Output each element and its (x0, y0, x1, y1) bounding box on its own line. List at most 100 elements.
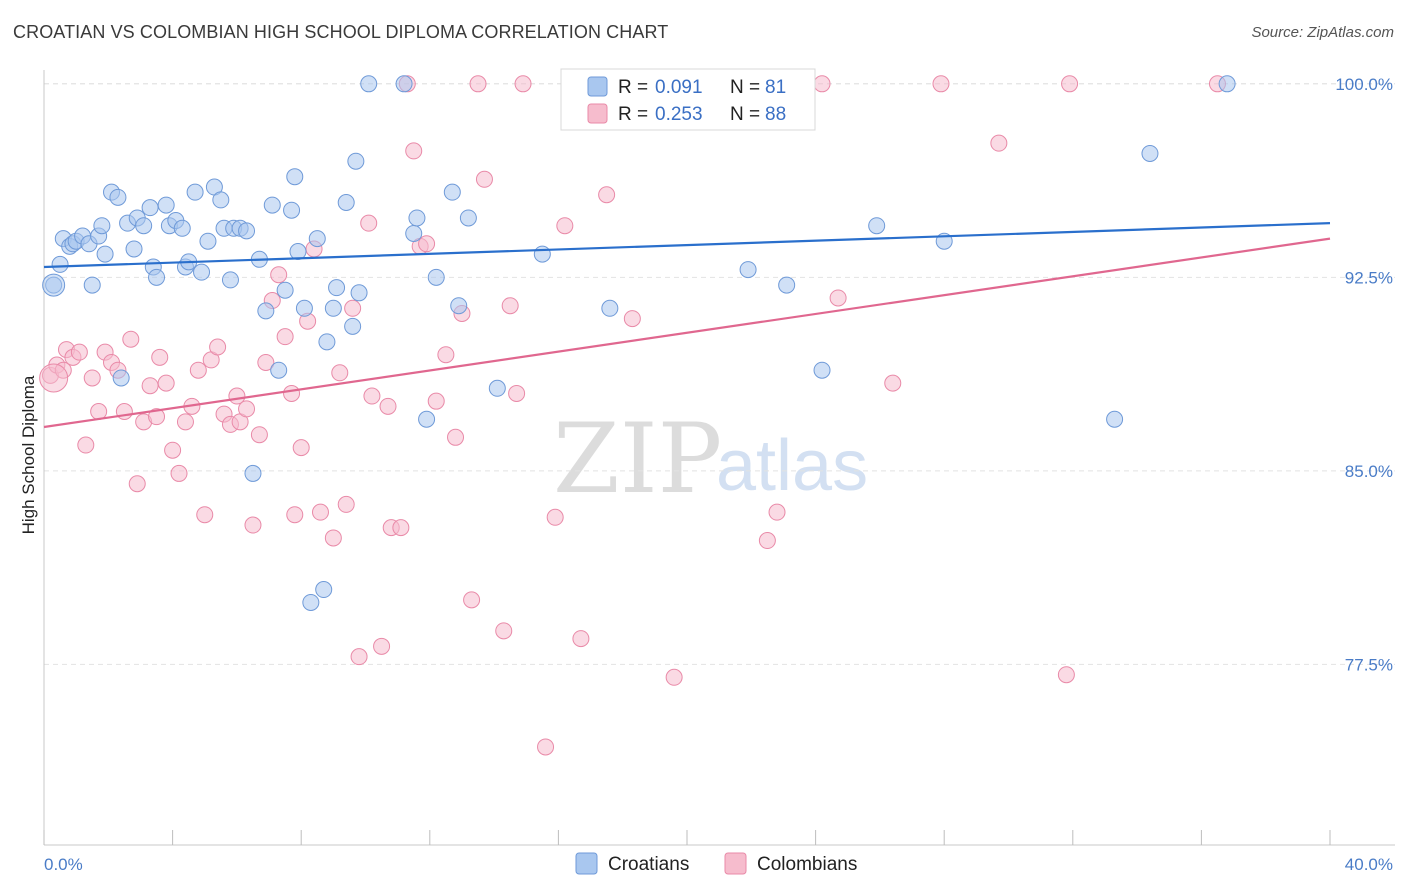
y-tick-label: 77.5% (1345, 655, 1393, 674)
point-colombians (257, 353, 275, 371)
point-croatians (488, 379, 506, 397)
point-croatians (286, 168, 304, 186)
legend-n-label-colombians: N = (730, 104, 760, 125)
point-colombians (324, 529, 342, 547)
point-croatians (93, 217, 111, 235)
point-croatians (739, 261, 757, 279)
point-croatians (141, 199, 159, 217)
point-croatians (289, 243, 307, 261)
point-croatians (295, 299, 313, 317)
point-croatians-cluster (42, 273, 66, 297)
watermark-zip: ZIP (553, 403, 722, 515)
point-colombians (83, 369, 101, 387)
point-croatians (315, 581, 333, 599)
point-croatians (328, 279, 346, 297)
point-croatians (263, 196, 281, 214)
series-colombians (39, 75, 1226, 756)
point-colombians (283, 384, 301, 402)
point-colombians (829, 289, 847, 307)
point-croatians (308, 230, 326, 248)
point-croatians (51, 255, 69, 273)
point-colombians (292, 439, 310, 457)
x-tick-label-max: 40.0% (1345, 855, 1393, 874)
point-croatians (427, 268, 445, 286)
gridlines (44, 83, 1395, 665)
point-croatians (601, 299, 619, 317)
trendline-croatians (43, 222, 1331, 269)
point-croatians (302, 593, 320, 611)
legend-r-value-croatians: 0.091 (655, 77, 703, 98)
trendline-colombians (43, 237, 1331, 429)
point-colombians (311, 503, 329, 521)
point-colombians (238, 400, 256, 418)
axes (43, 70, 1395, 846)
point-croatians (173, 219, 191, 237)
bottom-legend-swatch-croatians (575, 852, 598, 875)
point-croatians (318, 333, 336, 351)
point-colombians (508, 384, 526, 402)
point-croatians (813, 361, 831, 379)
bottom-legend: Croatians Colombians (575, 852, 857, 875)
point-croatians (350, 284, 368, 302)
legend-swatch-croatians (587, 76, 608, 97)
point-colombians (447, 428, 465, 446)
point-colombians (495, 622, 513, 640)
y-tick-labels: 77.5% 85.0% 92.5% 100.0% (1335, 75, 1393, 675)
point-colombians (469, 75, 487, 93)
point-croatians (395, 75, 413, 93)
point-croatians (459, 209, 477, 227)
point-croatians (778, 276, 796, 294)
point-colombians (437, 346, 455, 364)
point-croatians (186, 183, 204, 201)
legend: R = 0.091 N = 81 R = 0.253 N = 88 (560, 68, 816, 131)
point-colombians (598, 186, 616, 204)
point-colombians (128, 475, 146, 493)
point-croatians (533, 245, 551, 263)
point-croatians (1218, 75, 1236, 93)
legend-n-value-croatians: 81 (765, 77, 786, 98)
point-colombians (250, 426, 268, 444)
point-colombians (758, 532, 776, 550)
point-croatians (96, 245, 114, 263)
point-croatians (193, 263, 211, 281)
y-tick-label: 85.0% (1345, 462, 1393, 481)
point-croatians (450, 297, 468, 315)
point-colombians (170, 464, 188, 482)
point-colombians (572, 630, 590, 648)
point-croatians (135, 217, 153, 235)
chart-title: CROATIAN VS COLOMBIAN HIGH SCHOOL DIPLOM… (13, 22, 669, 42)
point-colombians (1061, 75, 1079, 93)
point-croatians (157, 196, 175, 214)
point-colombians (276, 328, 294, 346)
legend-r-value-colombians: 0.253 (655, 104, 703, 125)
point-colombians-cluster (39, 363, 69, 393)
point-colombians (768, 503, 786, 521)
legend-r-label-croatians: R = (618, 77, 648, 98)
point-colombians (556, 217, 574, 235)
point-colombians (373, 637, 391, 655)
point-colombians (546, 508, 564, 526)
point-colombians (331, 364, 349, 382)
point-colombians (122, 330, 140, 348)
point-colombians (141, 377, 159, 395)
point-croatians (257, 302, 275, 320)
trendlines (43, 222, 1331, 429)
point-colombians (990, 134, 1008, 152)
point-croatians (324, 299, 342, 317)
watermark-atlas: atlas (716, 426, 868, 506)
point-croatians (238, 222, 256, 240)
point-colombians (537, 738, 555, 756)
legend-n-label-croatians: N = (730, 77, 760, 98)
legend-r-label-colombians: R = (618, 104, 648, 125)
point-colombians (475, 170, 493, 188)
point-croatians (408, 209, 426, 227)
point-colombians (405, 142, 423, 160)
x-ticks (43, 830, 1331, 845)
point-colombians (337, 495, 355, 513)
point-croatians (221, 271, 239, 289)
source-label: Source: ZipAtlas.com (1251, 24, 1394, 41)
point-croatians (418, 410, 436, 428)
point-croatians (443, 183, 461, 201)
point-colombians (176, 413, 194, 431)
